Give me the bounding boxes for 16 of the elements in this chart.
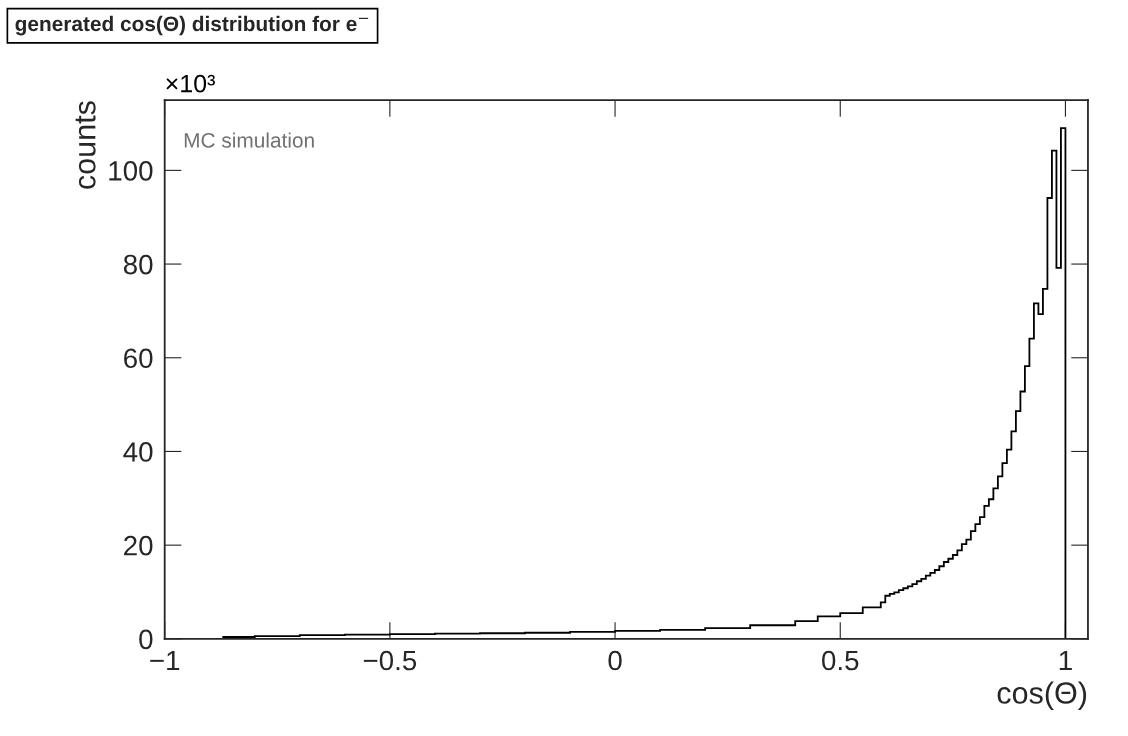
- x-tick-label: −0.5: [363, 650, 417, 671]
- x-tick-label: −1: [150, 650, 180, 671]
- annotation: MC simulation: [184, 132, 314, 148]
- text: ×10³: [166, 74, 215, 93]
- y-tick-label: 60: [124, 348, 153, 369]
- y-tick-label: 80: [123, 254, 153, 275]
- x-axis-title: cos(Θ): [997, 681, 1087, 710]
- y-axis-title: counts: [75, 101, 96, 189]
- x-tick-label: 0.5: [822, 650, 859, 671]
- x-tick-label: 1: [1059, 650, 1072, 671]
- y-tick-label: 100: [109, 161, 153, 181]
- y-tick-label: 0: [139, 629, 153, 650]
- y-tick-label: 20: [124, 535, 153, 556]
- x-tick-label: 0: [608, 650, 622, 671]
- chart-title: generated cos(Θ) distribution for e$^{−}$: [15, 15, 369, 36]
- y-tick-label: 40: [123, 442, 153, 462]
